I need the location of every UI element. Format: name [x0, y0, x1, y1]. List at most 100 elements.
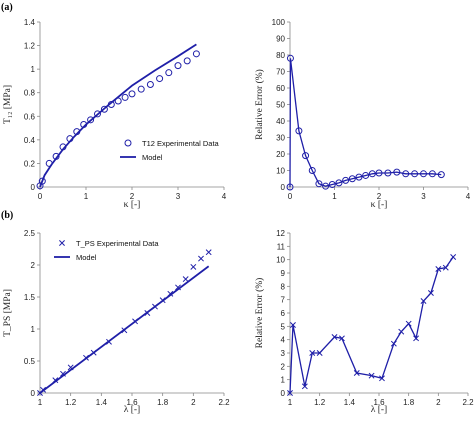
- y-tick-label: 90: [276, 35, 285, 44]
- y-tick-label: 0: [281, 389, 286, 398]
- legend-label: Model: [76, 253, 97, 262]
- data-point: [348, 175, 356, 183]
- data-point: [183, 57, 191, 65]
- data-point: [287, 390, 293, 396]
- data-point: [286, 54, 294, 62]
- y-tick-label: 60: [276, 84, 285, 93]
- legend: T12 Experimental Data Model: [120, 139, 220, 162]
- data-point: [286, 183, 294, 191]
- y-tick-label: 1: [31, 325, 36, 334]
- series-t-ps-experimental-data: [37, 249, 212, 396]
- legend-label: Model: [142, 153, 163, 162]
- x-tick-label: 1: [288, 398, 293, 407]
- data-point: [338, 335, 345, 342]
- y-tick-label: 0: [31, 389, 36, 398]
- data-point: [390, 340, 397, 347]
- y-tick-label: 3: [281, 349, 286, 358]
- data-point: [137, 85, 145, 93]
- y-tick-label: 1.4: [24, 18, 36, 27]
- y-tick-label: 0.8: [24, 89, 36, 98]
- data-point: [405, 320, 412, 327]
- y-axis-label: Relative Error (%): [254, 278, 265, 349]
- data-point: [428, 170, 436, 178]
- x-tick-label: 1.2: [314, 398, 326, 407]
- y-tick-label: 8: [281, 282, 286, 291]
- series-error-0: [286, 54, 445, 191]
- x-tick-label: 0: [288, 192, 293, 201]
- x-tick-label: 4: [222, 192, 227, 201]
- y-axis-label: Relative Error (%): [254, 69, 265, 140]
- data-point: [353, 370, 360, 376]
- y-tick-label: 2: [281, 362, 286, 371]
- series-line: [39, 265, 210, 394]
- y-tick-label: 6: [281, 309, 286, 318]
- data-point: [450, 254, 457, 260]
- data-point: [308, 167, 316, 174]
- data-point: [379, 375, 385, 382]
- data-point: [315, 180, 323, 188]
- series-model: [39, 43, 197, 188]
- y-tick-label: 0.5: [24, 357, 36, 366]
- series-line: [289, 256, 454, 394]
- x-tick-label: 1: [84, 192, 89, 201]
- x-tick-label: 2: [130, 192, 135, 201]
- series-line: [39, 43, 197, 188]
- data-point: [331, 334, 338, 340]
- data-point: [182, 276, 189, 283]
- data-point: [413, 335, 420, 342]
- data-point: [402, 170, 410, 178]
- y-tick-label: 2.5: [24, 229, 36, 238]
- x-axis-label: λ [-]: [371, 405, 387, 415]
- data-point: [94, 110, 101, 118]
- y-tick-label: 100: [272, 18, 286, 27]
- data-point: [420, 170, 427, 178]
- data-point: [342, 176, 350, 184]
- series-error-0: [287, 254, 457, 396]
- data-point: [335, 179, 343, 187]
- y-tick-label: 11: [277, 242, 286, 251]
- x-tick-label: 1.8: [403, 398, 415, 407]
- x-tick-label: 1.4: [96, 398, 108, 407]
- x-tick-label: 2: [377, 192, 382, 201]
- data-point: [121, 93, 129, 101]
- data-point: [198, 255, 204, 262]
- y-tick-label: 40: [276, 117, 285, 126]
- data-point: [316, 350, 323, 356]
- data-point: [328, 181, 336, 189]
- data-point: [355, 173, 363, 181]
- data-point: [322, 182, 330, 190]
- data-point: [290, 322, 296, 328]
- y-tick-label: 20: [276, 150, 285, 159]
- data-point: [437, 171, 445, 179]
- y-tick-label: 5: [281, 322, 286, 331]
- data-point: [190, 263, 197, 270]
- data-point: [128, 90, 136, 98]
- data-point: [398, 328, 405, 335]
- legend: T_PS Experimental Data Model: [54, 239, 159, 262]
- data-point: [205, 249, 212, 256]
- legend-label: T_PS Experimental Data: [76, 239, 159, 248]
- y-tick-label: 1: [281, 376, 286, 385]
- y-axis-label: T₁₂ [MPa]: [3, 85, 13, 124]
- legend-marker-swatch: [59, 240, 65, 246]
- data-point: [309, 350, 316, 356]
- y-tick-label: 0.2: [24, 159, 36, 168]
- y-tick-label: 2: [31, 261, 36, 270]
- panel-b-tag: (b): [1, 210, 13, 221]
- y-tick-label: 0.4: [24, 136, 36, 145]
- data-point: [420, 298, 427, 304]
- data-point: [368, 170, 376, 178]
- y-tick-label: 7: [281, 296, 286, 305]
- x-tick-label: 1.6: [126, 398, 138, 407]
- data-point: [174, 62, 182, 70]
- legend-marker-swatch: [124, 139, 132, 147]
- y-tick-label: 0: [281, 183, 286, 192]
- x-tick-label: 2: [191, 398, 196, 407]
- y-tick-label: 10: [276, 167, 285, 176]
- y-tick-label: 30: [276, 134, 285, 143]
- y-tick-label: 70: [276, 68, 285, 77]
- y-tick-label: 80: [276, 51, 285, 60]
- x-tick-label: 2.2: [218, 398, 230, 407]
